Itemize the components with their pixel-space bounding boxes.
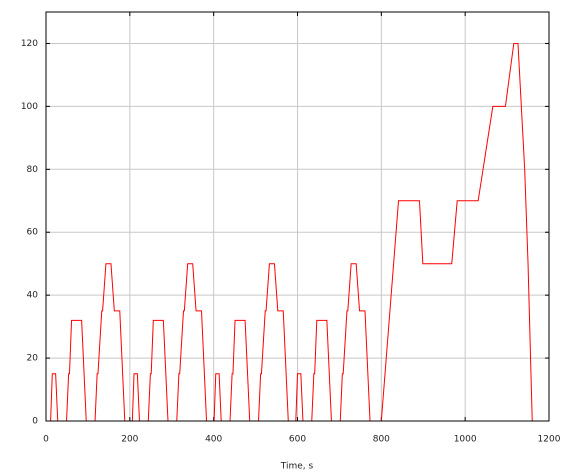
x-tick-label: 200 (121, 435, 138, 445)
plot-frame (45, 11, 550, 422)
y-tick-label: 100 (21, 102, 38, 112)
x-tick-label: 600 (289, 435, 306, 445)
y-tick-label: 20 (27, 354, 39, 364)
x-axis-label: Time, s (280, 462, 314, 472)
x-tick-label: 800 (373, 435, 390, 445)
data-line (46, 42, 541, 422)
x-tick-label: 0 (43, 435, 49, 445)
x-tick-label: 400 (205, 435, 222, 445)
y-tick-label: 40 (27, 291, 39, 301)
x-tick-label: 1200 (538, 435, 561, 445)
y-tick-label: 120 (21, 39, 38, 49)
y-tick-label: 80 (27, 165, 39, 175)
y-tick-label: 60 (27, 228, 39, 238)
y-tick-label: 0 (32, 417, 38, 427)
x-tick-label: 1000 (454, 435, 477, 445)
